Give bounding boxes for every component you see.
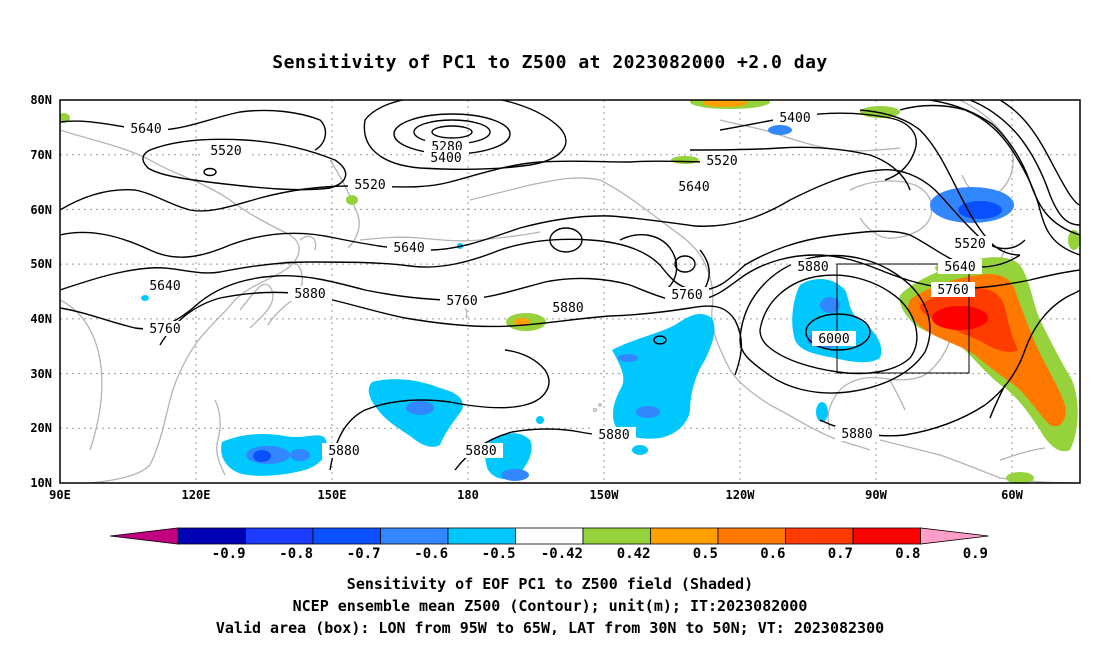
- lat-tick-label: 80N: [30, 93, 52, 107]
- lat-tick-label: 70N: [30, 148, 52, 162]
- colorbar-label: -0.9: [212, 546, 246, 562]
- contour-label: 6000: [818, 332, 849, 347]
- lon-tick-label: 90E: [49, 488, 71, 502]
- lat-axis: 80N 70N 60N 50N 40N 30N 20N 10N: [30, 93, 52, 490]
- footer-line-1: Sensitivity of EOF PC1 to Z500 field (Sh…: [347, 575, 753, 593]
- map-frame: [59, 99, 1081, 484]
- contour-label-layer: 5640 5520 5520 5640 5640 5760 5880 5760 …: [124, 110, 992, 459]
- contour-label: 5640: [944, 260, 975, 275]
- contour-label: 5640: [678, 180, 709, 195]
- contour-label: 5400: [430, 151, 461, 166]
- colorbar-label: -0.8: [279, 546, 313, 562]
- contour-label: 5880: [294, 287, 325, 302]
- contour-label: 5760: [149, 322, 180, 337]
- figure-title: Sensitivity of PC1 to Z500 at 2023082000…: [272, 52, 828, 73]
- contour-label: 5880: [797, 260, 828, 275]
- colorbar-box: [852, 527, 921, 545]
- colorbar-label: 0.5: [693, 546, 718, 562]
- lon-tick-label: 150E: [318, 488, 347, 502]
- lat-tick-label: 30N: [30, 367, 52, 381]
- colorbar: -0.9 -0.8 -0.7 -0.6 -0.5 -0.42 0.42 0.5 0.6 0.7 0.…: [109, 527, 989, 562]
- colorbar-box: [177, 527, 246, 545]
- colorbar-box: [312, 527, 381, 545]
- colorbar-label: -0.7: [347, 546, 381, 562]
- colorbar-box: [650, 527, 719, 545]
- contour-label: 5520: [706, 154, 737, 169]
- contour-label: 5880: [465, 444, 496, 459]
- colorbar-box: [245, 527, 314, 545]
- lon-tick-label: 180: [457, 488, 479, 502]
- contour-label: 5760: [937, 283, 968, 298]
- colorbar-label: 0.6: [760, 546, 785, 562]
- colorbar-box: [447, 527, 516, 545]
- contour-label: 5640: [149, 279, 180, 294]
- footer-line-2: NCEP ensemble mean Z500 (Contour); unit(…: [293, 597, 808, 615]
- colorbar-box: [515, 527, 584, 545]
- colorbar-label: -0.6: [414, 546, 448, 562]
- lon-tick-label: 120E: [182, 488, 211, 502]
- contour-label: 5520: [210, 144, 241, 159]
- contour-label: 5640: [130, 122, 161, 137]
- colorbar-box: [380, 527, 449, 545]
- contour-label: 5400: [779, 111, 810, 126]
- contour-label: 5760: [446, 294, 477, 309]
- contour-label: 5880: [598, 428, 629, 443]
- valid-area-box: [836, 263, 970, 374]
- contour-label: 5880: [841, 427, 872, 442]
- colorbar-label: -0.5: [482, 546, 516, 562]
- colorbar-label: 0.42: [617, 546, 651, 562]
- lon-axis: 90E 120E 150E 180 150W 120W 90W 60W: [49, 488, 1023, 502]
- lat-tick-label: 50N: [30, 257, 52, 271]
- colorbar-box: [582, 527, 651, 545]
- lat-tick-label: 20N: [30, 421, 52, 435]
- lat-tick-label: 40N: [30, 312, 52, 326]
- colorbar-label: 0.8: [895, 546, 920, 562]
- contour-label: 5880: [328, 444, 359, 459]
- lon-tick-label: 150W: [590, 488, 620, 502]
- footer-line-3: Valid area (box): LON from 95W to 65W, L…: [216, 619, 884, 637]
- lat-tick-label: 10N: [30, 476, 52, 490]
- colorbar-box: [717, 527, 786, 545]
- colorbar-label: 0.9: [963, 546, 988, 562]
- colorbar-box: [785, 527, 854, 545]
- contour-label: 5520: [954, 237, 985, 252]
- colorbar-label: -0.42: [541, 546, 583, 562]
- lon-tick-label: 60W: [1001, 488, 1023, 502]
- lon-tick-label: 90W: [865, 488, 887, 502]
- colorbar-arrow-high: [920, 527, 989, 545]
- contour-label: 5520: [354, 178, 385, 193]
- z500-contours: [60, 100, 1080, 471]
- lon-tick-label: 120W: [726, 488, 756, 502]
- contour-label: 5880: [552, 301, 583, 316]
- lat-tick-label: 60N: [30, 203, 52, 217]
- contour-label: 5640: [393, 241, 424, 256]
- contour-label: 5760: [671, 288, 702, 303]
- colorbar-label: 0.7: [828, 546, 853, 562]
- colorbar-arrow-low: [109, 527, 179, 545]
